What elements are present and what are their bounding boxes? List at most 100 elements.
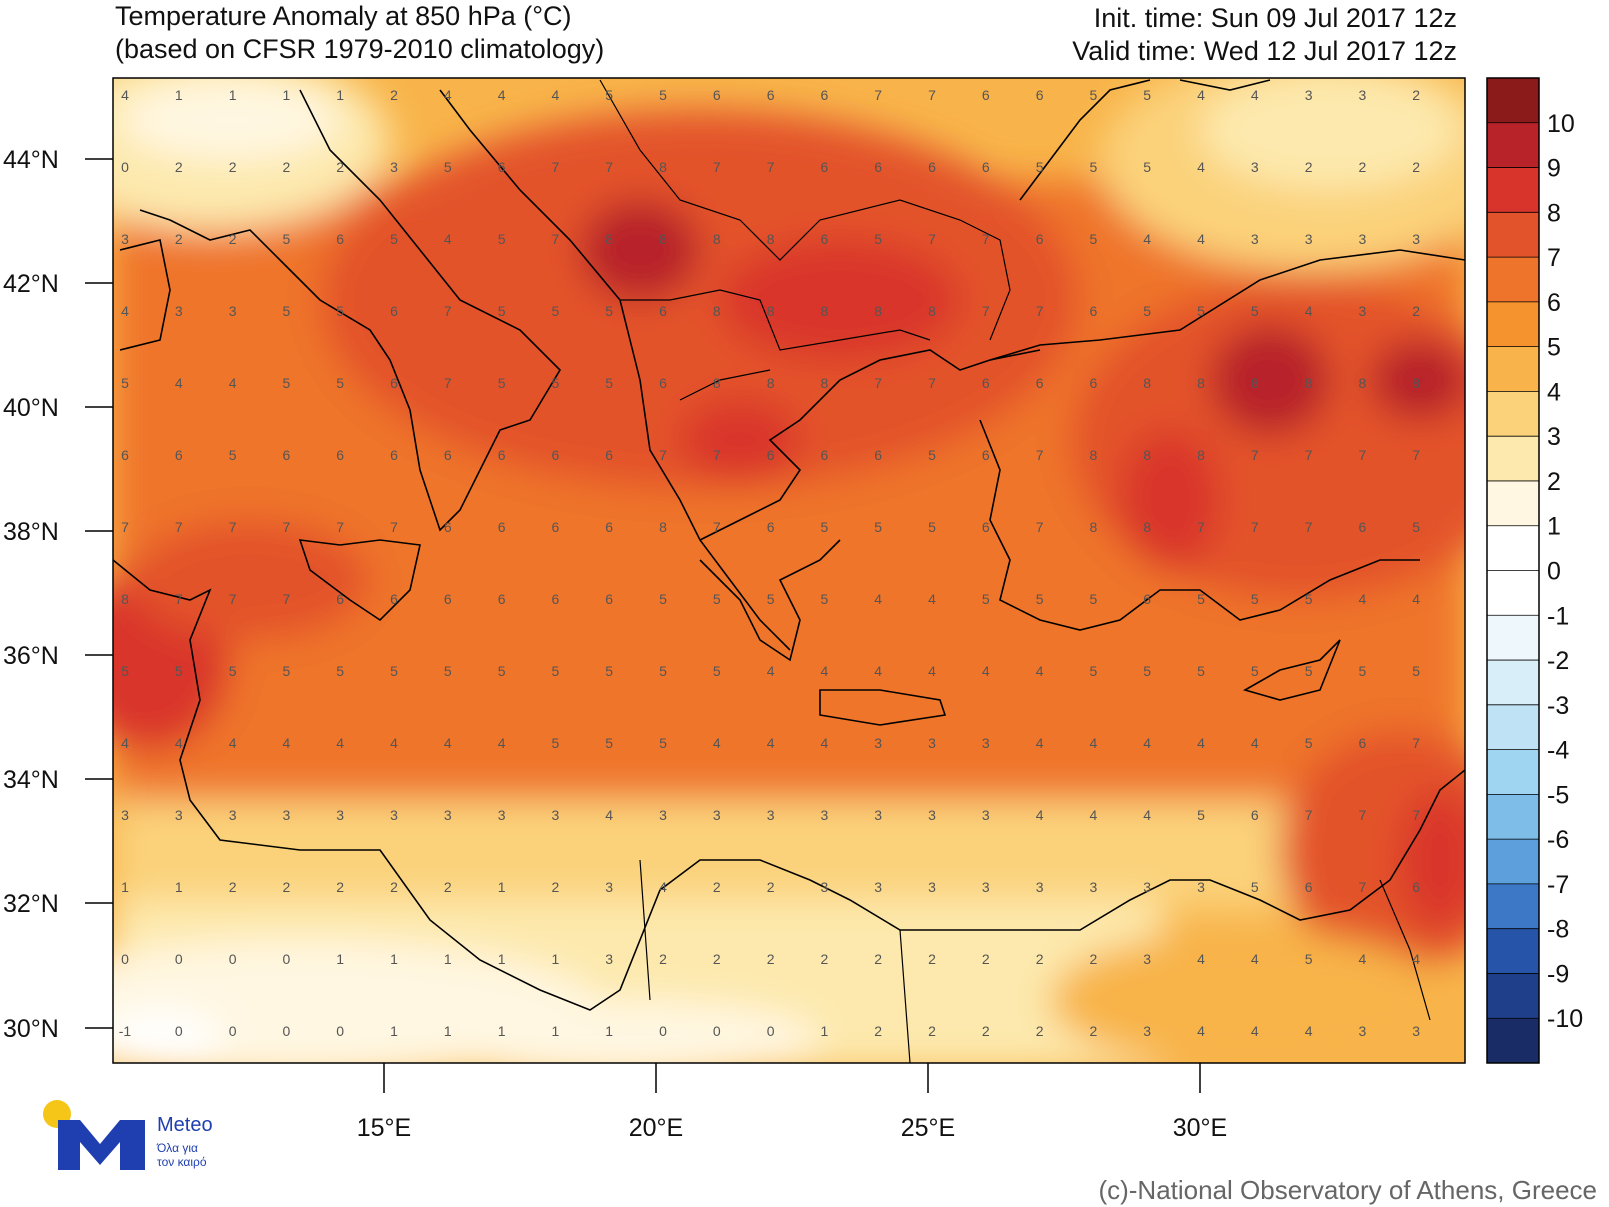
- anomaly-value: 2: [390, 879, 398, 895]
- anomaly-value: 5: [283, 663, 291, 679]
- colorbar-swatch: [1487, 660, 1539, 706]
- anomaly-value: 1: [175, 87, 183, 103]
- colorbar-label: -7: [1547, 871, 1569, 899]
- anomaly-value: 8: [605, 231, 613, 247]
- anomaly-value: 3: [229, 303, 237, 319]
- anomaly-value: 5: [1036, 159, 1044, 175]
- anomaly-value: 4: [605, 807, 613, 823]
- anomaly-value: 0: [175, 951, 183, 967]
- anomaly-value: 1: [336, 87, 344, 103]
- anomaly-value: 7: [1036, 447, 1044, 463]
- colorbar-label: -3: [1547, 692, 1569, 720]
- anomaly-value: 5: [121, 663, 129, 679]
- anomaly-value: 5: [336, 375, 344, 391]
- colorbar-swatch: [1487, 794, 1539, 840]
- anomaly-value: 3: [1143, 879, 1151, 895]
- anomaly-value: 4: [444, 231, 452, 247]
- anomaly-value: 5: [874, 519, 882, 535]
- anomaly-value: 4: [1412, 591, 1420, 607]
- anomaly-value: 3: [821, 807, 829, 823]
- anomaly-value: 2: [874, 1023, 882, 1039]
- anomaly-value: 7: [1305, 519, 1313, 535]
- colorbar-swatch: [1487, 212, 1539, 258]
- logo-tagline: τον καιρό: [157, 1155, 207, 1169]
- anomaly-value: 5: [1143, 87, 1151, 103]
- anomaly-value: 5: [1412, 519, 1420, 535]
- anomaly-value: 2: [229, 231, 237, 247]
- colorbar-label: -9: [1547, 960, 1569, 988]
- anomaly-value: 1: [390, 951, 398, 967]
- anomaly-value: 7: [982, 231, 990, 247]
- anomaly-value: 6: [1305, 879, 1313, 895]
- anomaly-value: 4: [121, 87, 129, 103]
- anomaly-value: 5: [1090, 591, 1098, 607]
- anomaly-value: 1: [444, 951, 452, 967]
- anomaly-value: 4: [1143, 807, 1151, 823]
- anomaly-value: 2: [229, 159, 237, 175]
- colorbar-swatch: [1487, 928, 1539, 974]
- anomaly-value: 6: [982, 87, 990, 103]
- colorbar-label: -2: [1547, 647, 1569, 675]
- anomaly-value: 4: [821, 663, 829, 679]
- anomaly-value: 5: [444, 159, 452, 175]
- anomaly-value: 2: [928, 1023, 936, 1039]
- anomaly-value: 4: [1197, 87, 1205, 103]
- anomaly-value: 5: [659, 735, 667, 751]
- anomaly-value: 3: [1305, 231, 1313, 247]
- anomaly-value: 5: [552, 735, 560, 751]
- anomaly-value: 6: [1359, 519, 1367, 535]
- anomaly-value: 4: [928, 591, 936, 607]
- colorbar-swatch: [1487, 122, 1539, 169]
- anomaly-value: 5: [1197, 663, 1205, 679]
- anomaly-value: 8: [821, 303, 829, 319]
- colorbar-swatch: [1487, 839, 1539, 885]
- anomaly-value: 4: [982, 663, 990, 679]
- lat-label: 38°N: [3, 518, 59, 546]
- anomaly-value: 6: [659, 375, 667, 391]
- anomaly-value: 7: [1412, 807, 1420, 823]
- colorbar-label: 8: [1547, 199, 1561, 227]
- anomaly-value: 2: [928, 951, 936, 967]
- anomaly-value: 4: [552, 87, 560, 103]
- anomaly-value: 6: [605, 591, 613, 607]
- anomaly-value: 1: [336, 951, 344, 967]
- anomaly-value: 5: [498, 375, 506, 391]
- anomaly-value: 2: [1305, 159, 1313, 175]
- anomaly-value: 2: [982, 951, 990, 967]
- anomaly-value: 7: [874, 375, 882, 391]
- anomaly-value: 3: [1251, 231, 1259, 247]
- anomaly-value: 3: [336, 807, 344, 823]
- colorbar-label: -10: [1547, 1005, 1583, 1033]
- anomaly-value: 7: [713, 159, 721, 175]
- anomaly-value: 4: [1036, 807, 1044, 823]
- anomaly-value: 5: [552, 375, 560, 391]
- anomaly-value: 2: [390, 87, 398, 103]
- colorbar-swatch: [1487, 525, 1539, 571]
- anomaly-value: 8: [821, 375, 829, 391]
- anomaly-value: 4: [283, 735, 291, 751]
- anomaly-value: 8: [1197, 375, 1205, 391]
- anomaly-value: 3: [1251, 159, 1259, 175]
- anomaly-value: 6: [928, 159, 936, 175]
- anomaly-value: 4: [874, 663, 882, 679]
- anomaly-value: 4: [229, 375, 237, 391]
- anomaly-value: 8: [767, 375, 775, 391]
- anomaly-value: 6: [1359, 735, 1367, 751]
- anomaly-value: 2: [1090, 951, 1098, 967]
- anomaly-value: 6: [552, 447, 560, 463]
- meteo-logo: [43, 1100, 145, 1170]
- anomaly-value: 6: [659, 303, 667, 319]
- init-time: Init. time: Sun 09 Jul 2017 12z: [1093, 3, 1457, 33]
- anomaly-value: 2: [821, 951, 829, 967]
- anomaly-value: 4: [498, 735, 506, 751]
- anomaly-value: 7: [874, 87, 882, 103]
- anomaly-value: 7: [928, 375, 936, 391]
- anomaly-value: 6: [390, 375, 398, 391]
- anomaly-value: 3: [1359, 87, 1367, 103]
- anomaly-value: 5: [1251, 591, 1259, 607]
- colorbar-label: -1: [1547, 602, 1569, 630]
- anomaly-value: 5: [229, 663, 237, 679]
- anomaly-value: 5: [498, 231, 506, 247]
- anomaly-value: 4: [1359, 951, 1367, 967]
- anomaly-value: 2: [713, 879, 721, 895]
